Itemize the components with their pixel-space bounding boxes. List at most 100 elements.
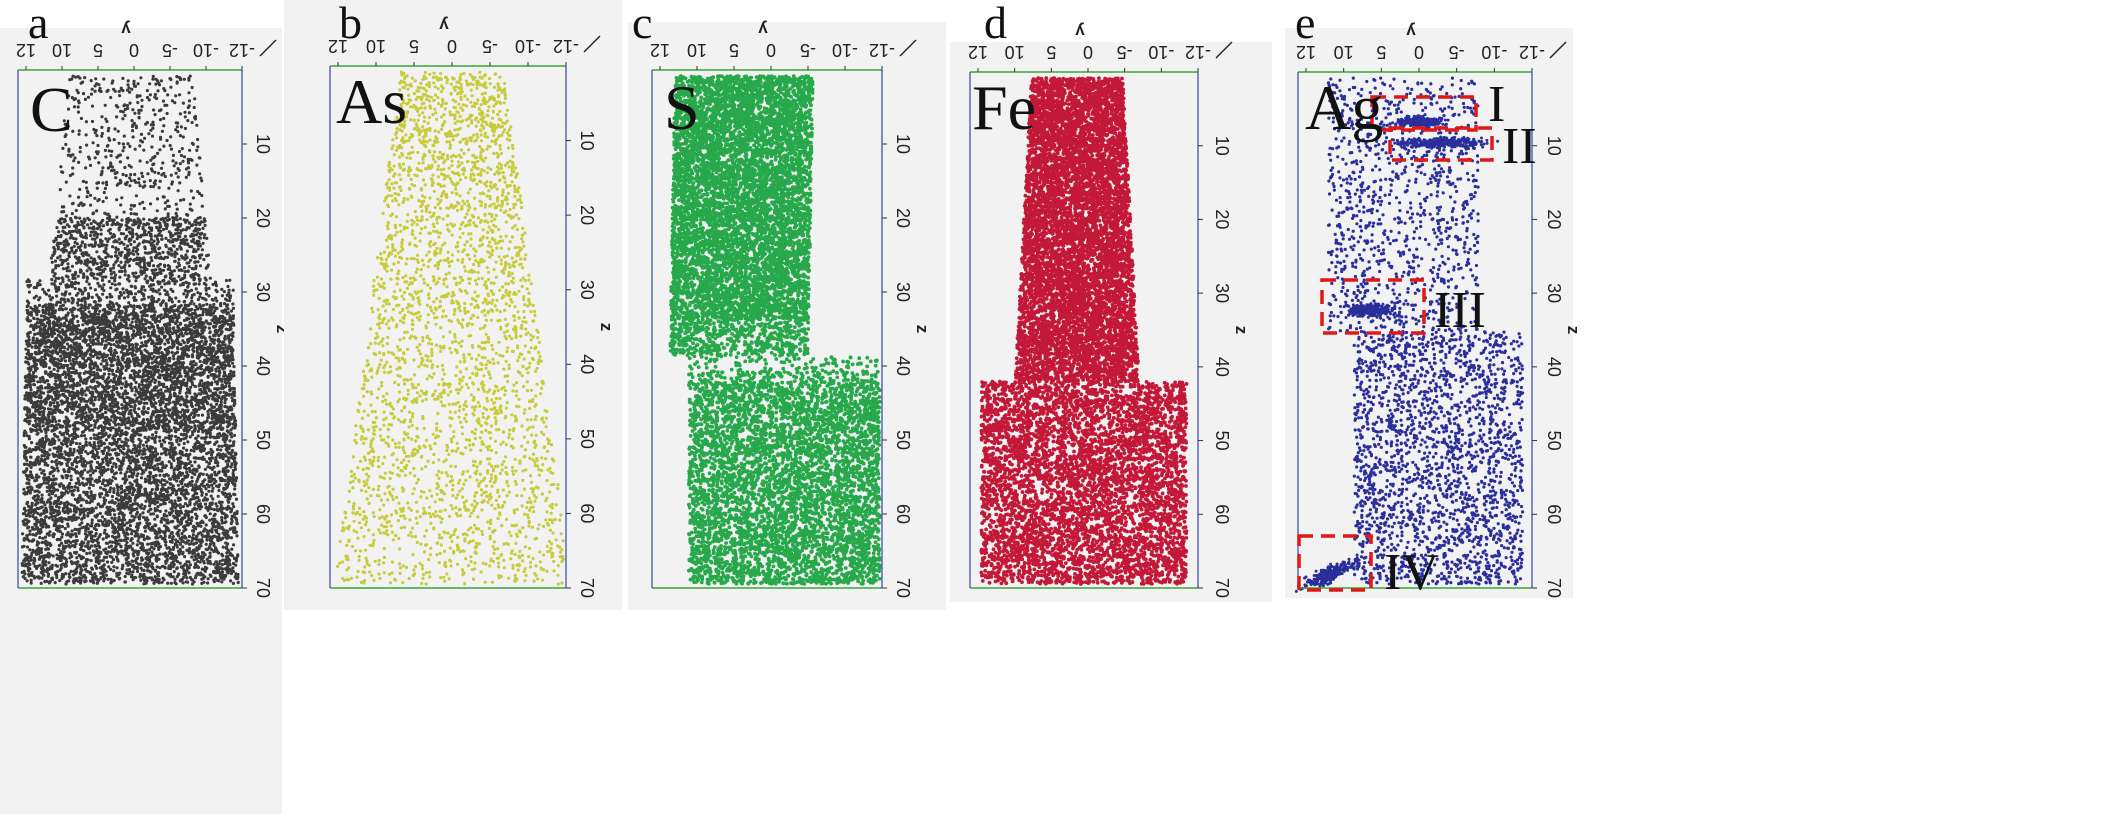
axis-diag bbox=[259, 39, 277, 57]
element-label: As bbox=[336, 66, 408, 137]
z-tick-label: 60 bbox=[1544, 504, 1564, 524]
z-tick-label: 40 bbox=[1212, 357, 1232, 377]
z-tick-label: 20 bbox=[1544, 209, 1564, 229]
panel-letter: e bbox=[1295, 0, 1316, 48]
axis-diag bbox=[899, 39, 917, 57]
y-tick-label: 0 bbox=[766, 40, 776, 60]
cluster-label: III bbox=[1434, 282, 1486, 339]
cluster-box-III bbox=[1320, 278, 1426, 335]
axis-diag bbox=[583, 35, 601, 53]
z-tick-label: 10 bbox=[577, 131, 597, 151]
y-tick-label: 5 bbox=[409, 36, 419, 56]
y-tick-label: -5 bbox=[162, 40, 178, 60]
z-tick-label: 30 bbox=[1212, 283, 1232, 303]
z-axis-label: z bbox=[1232, 326, 1251, 335]
z-tick-label: 20 bbox=[893, 208, 913, 228]
y-tick-label: 5 bbox=[729, 40, 739, 60]
y-tick-label: -5 bbox=[800, 40, 816, 60]
cluster-box-II bbox=[1388, 126, 1494, 162]
z-tick-label: 50 bbox=[1212, 431, 1232, 451]
element-label: C bbox=[30, 74, 73, 145]
panel-letter: d bbox=[984, 0, 1007, 48]
z-tick-label: 40 bbox=[1544, 357, 1564, 377]
y-tick-label: -10 bbox=[193, 40, 219, 60]
y-tick-label: 10 bbox=[1005, 42, 1025, 62]
atoms bbox=[336, 70, 566, 586]
y-tick-label: 5 bbox=[93, 40, 103, 60]
cluster-label: IV bbox=[1384, 544, 1439, 601]
y-tick-label: -10 bbox=[1148, 42, 1174, 62]
y-tick-label: 0 bbox=[1414, 42, 1424, 62]
z-tick-label: 70 bbox=[893, 578, 913, 598]
y-tick-label: 12 bbox=[1296, 42, 1316, 62]
y-tick-label: -5 bbox=[482, 36, 498, 56]
y-tick-label: 5 bbox=[1046, 42, 1056, 62]
z-tick-label: 50 bbox=[1544, 431, 1564, 451]
y-tick-label: 10 bbox=[366, 36, 386, 56]
axis-diag bbox=[1549, 41, 1567, 59]
atom-points bbox=[668, 74, 882, 586]
z-tick-label: 40 bbox=[893, 356, 913, 376]
z-tick-label: 50 bbox=[893, 430, 913, 450]
atoms bbox=[1326, 76, 1525, 586]
element-label: Ag bbox=[1305, 72, 1384, 143]
y-tick-label: 10 bbox=[687, 40, 707, 60]
z-tick-label: 60 bbox=[893, 504, 913, 524]
z-tick-label: 30 bbox=[1544, 283, 1564, 303]
z-tick-label: 30 bbox=[893, 282, 913, 302]
atoms bbox=[20, 74, 240, 586]
z-tick-label: 40 bbox=[253, 356, 273, 376]
y-tick-label: 0 bbox=[1083, 42, 1093, 62]
atoms bbox=[979, 76, 1189, 586]
z-tick-label: 70 bbox=[1544, 578, 1564, 598]
y-axis-label: y bbox=[1075, 22, 1085, 41]
z-tick-label: 30 bbox=[577, 280, 597, 300]
y-tick-label: 12 bbox=[16, 40, 36, 60]
panel-letter: b bbox=[339, 0, 362, 48]
z-tick-label: 70 bbox=[577, 578, 597, 598]
y-tick-label: 0 bbox=[447, 36, 457, 56]
z-tick-label: 70 bbox=[1212, 578, 1232, 598]
z-tick-label: 20 bbox=[253, 208, 273, 228]
y-axis-label: y bbox=[758, 20, 768, 39]
z-tick-label: 60 bbox=[253, 504, 273, 524]
y-axis-label: y bbox=[439, 16, 449, 35]
y-tick-label: -12 bbox=[869, 40, 895, 60]
z-axis-label: z bbox=[913, 325, 932, 334]
z-tick-label: 10 bbox=[893, 134, 913, 154]
panel-letter: a bbox=[28, 0, 49, 48]
y-tick-label: -12 bbox=[553, 36, 579, 56]
atom-points bbox=[1326, 76, 1525, 586]
y-tick-label: 10 bbox=[1334, 42, 1354, 62]
element-label: Fe bbox=[972, 72, 1036, 143]
cluster-box-IV bbox=[1297, 534, 1373, 592]
z-tick-label: 20 bbox=[577, 205, 597, 225]
z-tick-label: 50 bbox=[253, 430, 273, 450]
y-tick-label: -10 bbox=[515, 36, 541, 56]
atom-points bbox=[20, 74, 240, 586]
z-tick-label: 20 bbox=[1212, 209, 1232, 229]
cluster-box-I bbox=[1370, 95, 1478, 132]
atom-points bbox=[979, 76, 1189, 586]
y-tick-label: -10 bbox=[1481, 42, 1507, 62]
panel-letter: c bbox=[632, 0, 653, 48]
z-tick-label: 40 bbox=[577, 354, 597, 374]
z-tick-label: 60 bbox=[1212, 504, 1232, 524]
y-tick-label: 12 bbox=[968, 42, 988, 62]
y-tick-label: -12 bbox=[1185, 42, 1211, 62]
y-tick-label: 0 bbox=[129, 40, 139, 60]
y-tick-label: -12 bbox=[1519, 42, 1545, 62]
z-tick-label: 10 bbox=[253, 134, 273, 154]
z-tick-label: 70 bbox=[253, 578, 273, 598]
y-tick-label: -12 bbox=[229, 40, 255, 60]
z-axis-label: z bbox=[273, 325, 292, 334]
z-axis-label: z bbox=[1564, 326, 1583, 335]
cluster-label: II bbox=[1502, 118, 1537, 175]
y-tick-label: -5 bbox=[1117, 42, 1133, 62]
y-axis-label: y bbox=[121, 20, 131, 39]
y-tick-label: 10 bbox=[52, 40, 72, 60]
